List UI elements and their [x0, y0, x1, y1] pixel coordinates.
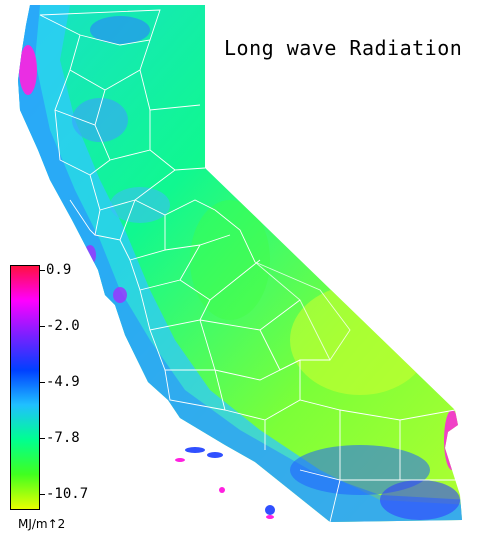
legend-units: MJ/m↑2 — [18, 517, 66, 531]
legend-tick — [39, 270, 45, 271]
legend-label: -2.0 — [46, 318, 80, 334]
legend-label-min: -10.7 — [46, 486, 89, 502]
color-legend-bar — [10, 265, 40, 510]
legend-tick — [39, 494, 45, 495]
socal-blue-patch — [290, 445, 430, 495]
bigsur-hotspot — [113, 287, 127, 303]
valley-green-patch — [190, 200, 270, 320]
colorado-river-hotspot — [444, 410, 460, 470]
legend-label: -7.8 — [46, 430, 80, 446]
bay-hotspot — [84, 245, 96, 265]
desert-yellow-patch — [290, 285, 430, 395]
sd-blue-patch — [380, 480, 460, 520]
north-coast-hotspot — [19, 45, 37, 95]
legend-tick — [39, 382, 45, 383]
legend-tick — [39, 326, 45, 327]
channel-islands — [175, 447, 275, 519]
sierra-blue-patch — [110, 187, 170, 223]
map-title: Long wave Radiation — [224, 36, 463, 60]
legend-tick — [39, 438, 45, 439]
legend-label-max: 0.9 — [46, 262, 72, 278]
legend-label: -4.9 — [46, 374, 80, 390]
klamath-blue-patch — [72, 98, 128, 142]
north-blue-patch — [90, 16, 150, 44]
county-lines — [39, 9, 460, 523]
